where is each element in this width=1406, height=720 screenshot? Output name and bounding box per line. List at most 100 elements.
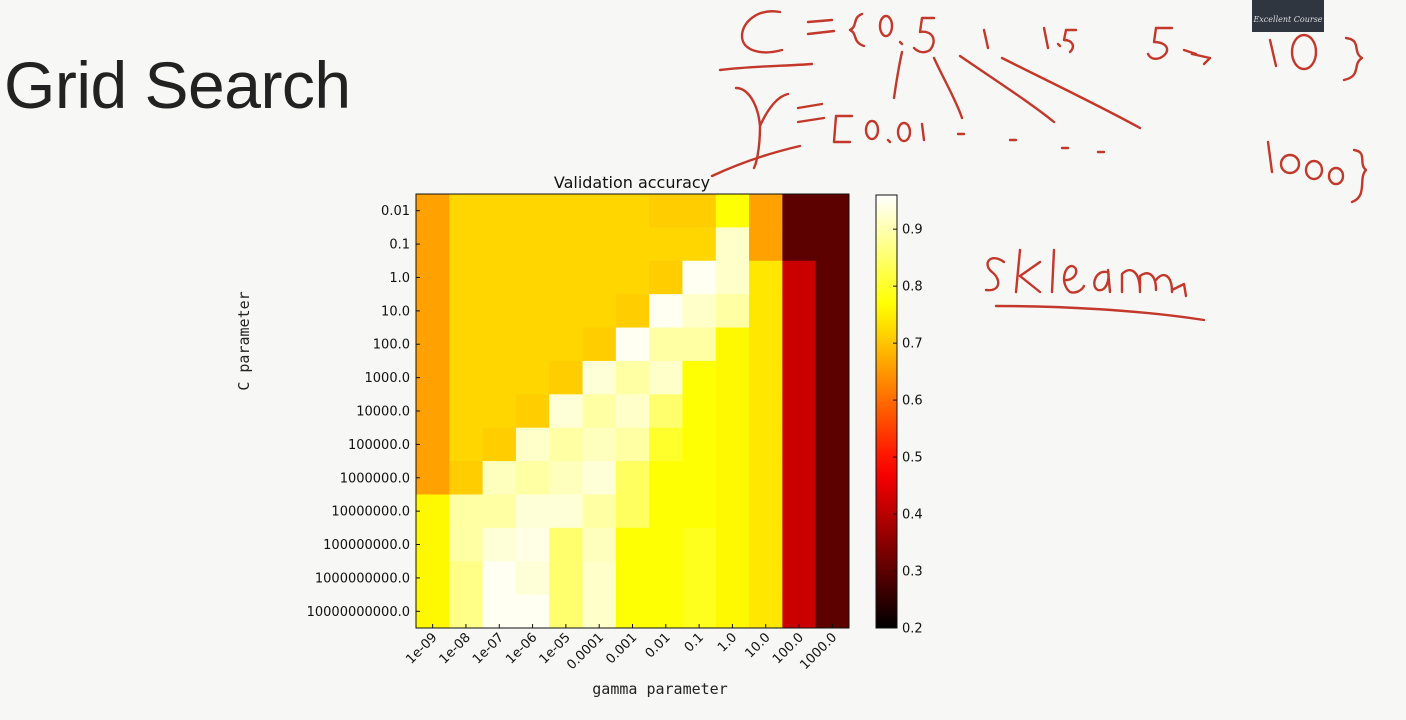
colorbar — [875, 194, 898, 629]
x-tick-label: 1e-07 — [470, 630, 507, 667]
heatmap-cell — [682, 294, 717, 329]
heatmap-cell — [682, 494, 717, 529]
heatmap-cell — [416, 194, 450, 228]
heatmap-cell — [682, 461, 717, 495]
handwriting-gamma-set — [734, 86, 1368, 204]
heatmap-cell — [582, 527, 617, 562]
y-tick-label: 100000.0 — [348, 438, 410, 453]
x-tick-label: 0.0001 — [564, 630, 607, 673]
heatmap-cell — [549, 461, 584, 495]
heatmap-cell — [449, 227, 484, 262]
heatmap-cell — [549, 561, 584, 596]
heatmap-cell — [815, 527, 850, 562]
heatmap-cell — [449, 461, 484, 495]
heatmap-cell — [515, 427, 550, 462]
x-tick-label: 1.0 — [715, 630, 740, 655]
heatmap-cell — [782, 360, 817, 395]
y-tick-label: 10000000000.0 — [307, 605, 410, 620]
heatmap-cell — [649, 360, 683, 395]
heatmap-cell — [416, 561, 450, 596]
heatmap-cell — [749, 227, 783, 262]
colorbar-tick-label: 0.5 — [902, 451, 923, 466]
heatmap-cell — [582, 227, 617, 262]
handwriting-sklearn — [984, 248, 1206, 322]
heatmap-cell — [815, 327, 850, 362]
heatmap-cell — [482, 427, 517, 462]
heatmap-cell — [749, 294, 783, 329]
heatmap-cell — [615, 260, 650, 295]
x-axis-label: gamma parameter — [592, 680, 727, 698]
heatmap-cell — [615, 594, 650, 629]
heatmap-cell — [715, 494, 750, 529]
colorbar-tick-label: 0.8 — [902, 280, 923, 295]
heatmap-cell — [615, 327, 650, 362]
heatmap-cell — [416, 494, 450, 529]
heatmap-cell — [649, 194, 683, 228]
heatmap-cell — [416, 427, 450, 462]
heatmap-cell — [782, 427, 817, 462]
heatmap-cell — [749, 394, 783, 429]
heatmap-cell — [449, 527, 484, 562]
heatmap-cell — [582, 594, 617, 629]
heatmap-cell — [549, 427, 584, 462]
heatmap-cell — [682, 594, 717, 629]
heatmap-cell — [416, 461, 450, 495]
heatmap-cell — [515, 461, 550, 495]
colorbar-tick-label: 0.3 — [902, 565, 923, 580]
heatmap-cell — [582, 327, 617, 362]
heatmap-cell — [549, 594, 584, 629]
heatmap-cell — [649, 294, 683, 329]
heatmap-cell — [449, 327, 484, 362]
y-tick-label: 1000000000.0 — [315, 571, 410, 586]
y-tick-label: 0.01 — [381, 204, 410, 219]
heatmap-cell — [815, 461, 850, 495]
heatmap-cell — [715, 427, 750, 462]
heatmap-cell — [416, 227, 450, 262]
y-tick-label: 100.0 — [373, 338, 410, 353]
heatmap-cell — [782, 594, 817, 629]
colorbar-tick-label: 0.7 — [902, 337, 923, 352]
y-tick-label: 10.0 — [381, 304, 410, 319]
heatmap-cell — [615, 194, 650, 228]
colorbar-ticks: 0.2 0.3 0.4 0.5 0.6 0.7 0.8 0.9 — [893, 223, 923, 637]
y-tick-label: 1000.0 — [365, 371, 411, 386]
heatmap-cell — [615, 227, 650, 262]
heatmap-cell — [649, 594, 683, 629]
heatmap-cell — [649, 260, 683, 295]
heatmap-cell — [815, 360, 850, 395]
heatmap-cell — [449, 294, 484, 329]
y-tick-label: 100000000.0 — [323, 538, 410, 553]
heatmap-cell — [549, 494, 584, 529]
heatmap-cell — [515, 327, 550, 362]
heatmap-cell — [582, 294, 617, 329]
heatmap-cell — [549, 260, 584, 295]
colorbar-tick-label: 0.2 — [902, 622, 923, 637]
heatmap-cell — [482, 527, 517, 562]
heatmap-cell — [715, 561, 750, 596]
heatmap-cell — [549, 360, 584, 395]
y-tick-label: 10000000.0 — [331, 505, 410, 520]
heatmap-cell — [582, 561, 617, 596]
heatmap-cell — [515, 394, 550, 429]
heatmap-cell — [449, 427, 484, 462]
heatmap-cell — [682, 427, 717, 462]
heatmap-cell — [482, 327, 517, 362]
heatmap-cell — [715, 360, 750, 395]
heatmap-cell — [715, 461, 750, 495]
heatmap-cell — [549, 294, 584, 329]
heatmap-cell — [482, 260, 517, 295]
y-tick-label: 10000.0 — [356, 405, 410, 420]
heatmap-cell — [482, 360, 517, 395]
heatmap-cell — [815, 260, 850, 295]
heatmap-cell — [749, 594, 783, 629]
heatmap-cell — [749, 461, 783, 495]
logo-caption: Excellent Course — [1253, 15, 1323, 24]
y-tick-label: 1.0 — [389, 271, 410, 286]
heatmap-cell — [515, 594, 550, 629]
heatmap-cell — [749, 427, 783, 462]
heatmap-cell — [649, 427, 683, 462]
heatmap-cell — [449, 594, 484, 629]
heatmap-cell — [815, 294, 850, 329]
